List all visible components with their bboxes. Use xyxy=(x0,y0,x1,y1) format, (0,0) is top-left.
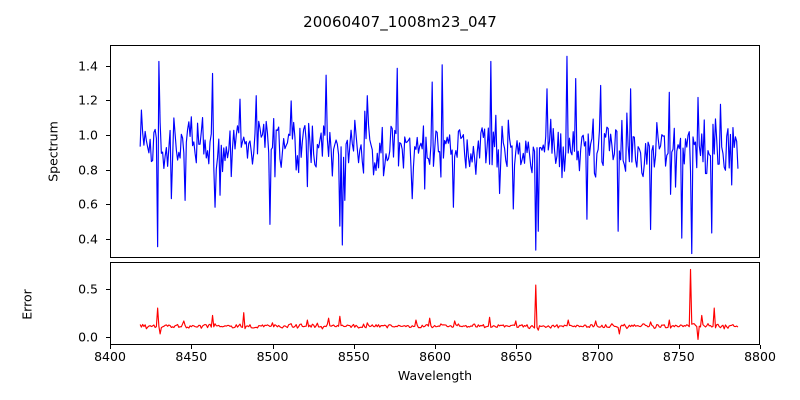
spectrum-y-tick-label: 0.4 xyxy=(78,231,98,247)
spectrum-line-series xyxy=(111,46,759,257)
error-y-tick-label: 0.0 xyxy=(78,329,98,344)
x-tick-label: 8700 xyxy=(581,349,614,364)
x-tick-mark xyxy=(678,345,680,349)
x-tick-mark xyxy=(597,345,599,349)
error-line-series xyxy=(111,263,759,344)
spectrum-plot-panel xyxy=(110,45,760,258)
x-tick-label: 8750 xyxy=(662,349,695,364)
x-tick-mark xyxy=(191,345,193,349)
x-tick-mark xyxy=(516,345,518,349)
x-tick-label: 8800 xyxy=(744,349,776,364)
spectrum-y-tick-label: 1.4 xyxy=(78,58,98,74)
spectrum-y-tick-label: 1.2 xyxy=(78,92,98,108)
x-tick-mark xyxy=(435,345,437,349)
x-tick-label: 8600 xyxy=(419,349,451,364)
x-tick-mark xyxy=(272,345,274,349)
spectrum-y-tick-label: 1.0 xyxy=(78,127,98,143)
x-tick-label: 8650 xyxy=(500,349,533,364)
x-tick-mark xyxy=(353,345,355,349)
figure-title: 20060407_1008m23_047 xyxy=(303,13,497,31)
x-tick-label: 8400 xyxy=(94,349,126,364)
error-plot-panel xyxy=(110,262,760,345)
spectrum-y-tick-label: 0.8 xyxy=(78,162,98,178)
spectrum-y-axis-label: Spectrum xyxy=(45,121,61,182)
spectrum-y-tick-label: 0.6 xyxy=(78,196,98,212)
x-tick-mark xyxy=(760,345,762,349)
x-tick-label: 8550 xyxy=(337,349,370,364)
error-y-tick-label: 0.5 xyxy=(78,281,98,297)
x-tick-label: 8450 xyxy=(175,349,208,364)
x-tick-label: 8500 xyxy=(256,349,289,364)
x-tick-mark xyxy=(110,345,112,349)
error-y-axis-label: Error xyxy=(19,289,35,320)
x-axis-label: Wavelength xyxy=(397,368,473,383)
